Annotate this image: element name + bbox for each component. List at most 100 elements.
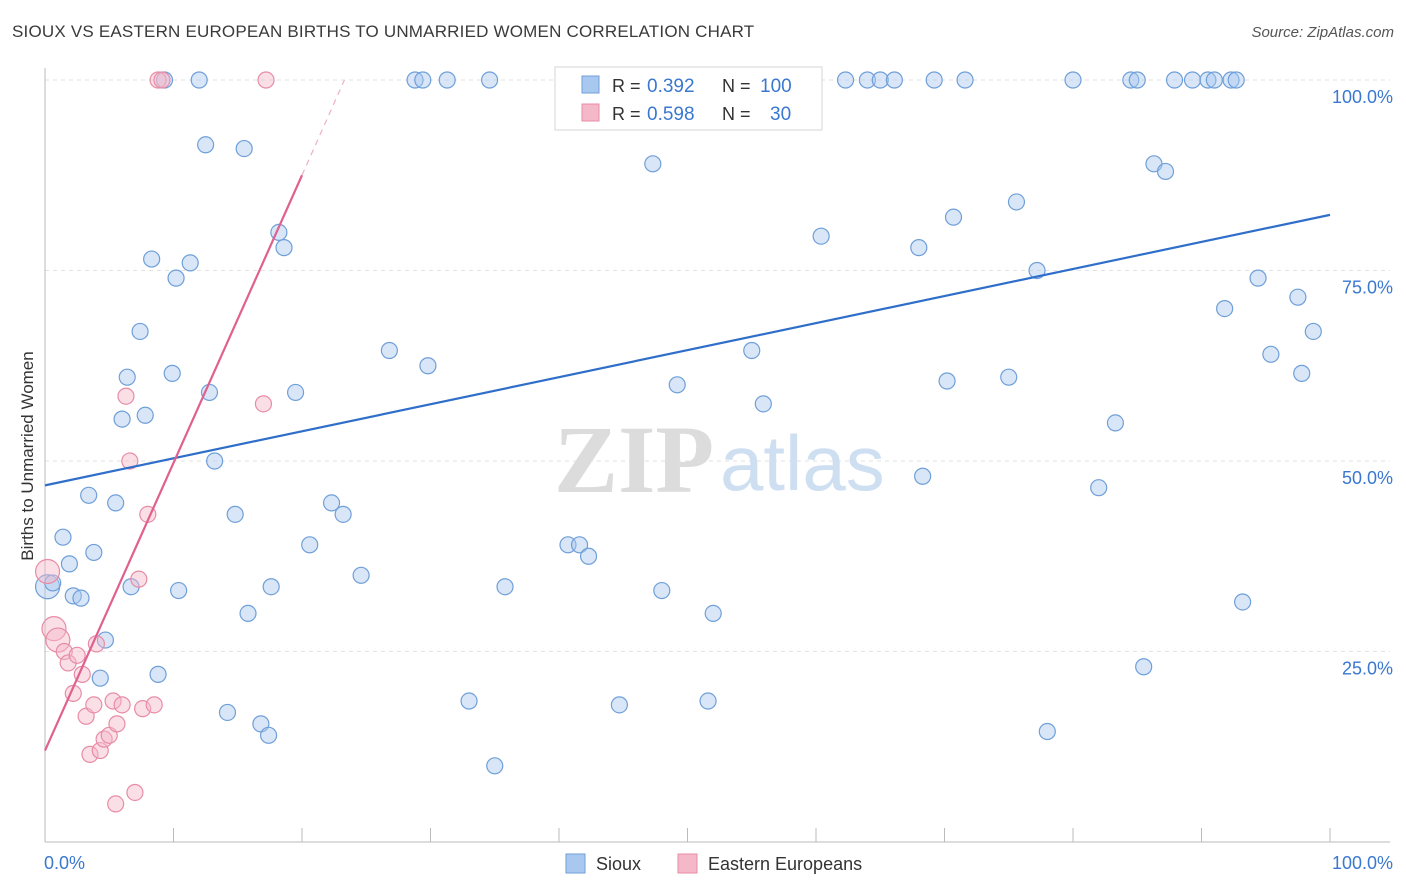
data-point	[1000, 368, 1018, 386]
grid-lines	[45, 79, 1390, 652]
data-point	[301, 536, 319, 554]
data-point	[108, 715, 126, 733]
y-tick-label: 50.0%	[1342, 468, 1393, 488]
axes: 25.0% 50.0% 75.0% 100.0% 0.0% 100.0%	[44, 68, 1393, 873]
data-point	[352, 566, 370, 584]
data-point	[262, 578, 280, 596]
data-point	[644, 155, 662, 173]
data-point	[218, 703, 237, 722]
data-point	[72, 589, 90, 607]
data-point	[1293, 364, 1311, 382]
data-point	[914, 467, 932, 485]
x-tick-label: 0.0%	[44, 853, 85, 873]
data-point	[1304, 322, 1322, 341]
data-point	[145, 696, 163, 714]
trend-lines	[43, 79, 1331, 752]
data-point	[579, 547, 598, 565]
data-point	[54, 528, 72, 546]
data-point	[1199, 71, 1217, 89]
data-point	[414, 71, 432, 89]
data-point	[96, 631, 114, 649]
legend-label-eastern: Eastern Europeans	[708, 854, 862, 874]
data-point	[226, 505, 244, 523]
data-point	[653, 581, 671, 600]
data-point	[1216, 300, 1234, 318]
trend-line-eastern-extension	[301, 79, 345, 176]
data-point	[275, 239, 293, 257]
data-point	[45, 627, 71, 653]
data-point	[812, 227, 830, 245]
x-tick-label: 100.0%	[1332, 853, 1393, 873]
data-point	[743, 341, 761, 360]
stats-r-value-eastern: 0.598	[647, 104, 695, 125]
data-point	[107, 494, 125, 512]
stats-n-label-eastern: N =	[722, 104, 751, 124]
data-point	[699, 692, 717, 710]
data-point	[956, 71, 974, 89]
legend-label-sioux: Sioux	[596, 854, 641, 874]
data-point	[149, 71, 167, 89]
data-point	[1205, 71, 1223, 89]
data-point	[1135, 658, 1153, 676]
data-point	[1128, 71, 1146, 89]
data-point	[910, 239, 928, 257]
data-point	[117, 387, 135, 405]
data-point	[460, 692, 478, 710]
data-point	[197, 136, 215, 154]
data-point	[259, 726, 278, 744]
data-point	[181, 254, 199, 272]
data-point	[239, 604, 257, 623]
data-point	[1165, 71, 1184, 89]
data-point	[170, 581, 188, 600]
data-point	[419, 357, 437, 375]
stats-n-value-sioux: 100	[760, 76, 792, 97]
data-point	[1106, 414, 1125, 432]
series-legend: Sioux Eastern Europeans	[565, 853, 862, 874]
data-series	[34, 71, 1322, 813]
data-point	[1156, 162, 1175, 181]
data-point	[104, 692, 122, 710]
chart-source: Source: ZipAtlas.com	[1251, 24, 1394, 41]
stats-r-value-sioux: 0.392	[647, 76, 695, 97]
legend-swatch-eastern	[677, 853, 698, 874]
stats-legend: R = 0.392 N = 100 R = 0.598 N = 30	[554, 66, 823, 131]
data-point	[570, 536, 589, 554]
data-point	[91, 669, 109, 687]
data-point	[126, 783, 144, 802]
watermark-zip: ZIP	[554, 406, 714, 513]
legend-swatch-sioux	[565, 853, 586, 874]
stats-r-label-sioux: R =	[612, 76, 641, 96]
data-point	[334, 505, 352, 523]
data-point	[1222, 71, 1240, 89]
data-point	[944, 208, 963, 226]
data-point	[858, 71, 877, 89]
stats-swatch-eastern	[581, 103, 600, 122]
stats-swatch-sioux	[581, 75, 600, 94]
data-point	[668, 376, 686, 394]
data-point	[322, 494, 341, 512]
data-point	[80, 486, 98, 504]
data-point	[885, 71, 903, 89]
data-point	[235, 139, 253, 158]
series-eastern-europeans	[34, 71, 275, 813]
data-point	[121, 452, 139, 470]
data-point	[190, 71, 208, 89]
data-point	[1249, 269, 1267, 287]
data-point	[1090, 479, 1108, 497]
data-point	[85, 696, 103, 714]
data-point	[481, 71, 499, 89]
data-point	[167, 269, 185, 287]
data-point	[496, 578, 514, 596]
data-point	[81, 745, 99, 763]
data-point	[1227, 71, 1245, 89]
data-point	[1038, 722, 1056, 741]
data-point	[107, 795, 125, 813]
data-point	[1007, 193, 1026, 211]
data-point	[380, 341, 398, 360]
data-point	[871, 71, 889, 89]
data-point	[113, 410, 131, 428]
data-point	[938, 372, 956, 390]
data-point	[754, 395, 772, 413]
data-point	[1064, 71, 1082, 89]
